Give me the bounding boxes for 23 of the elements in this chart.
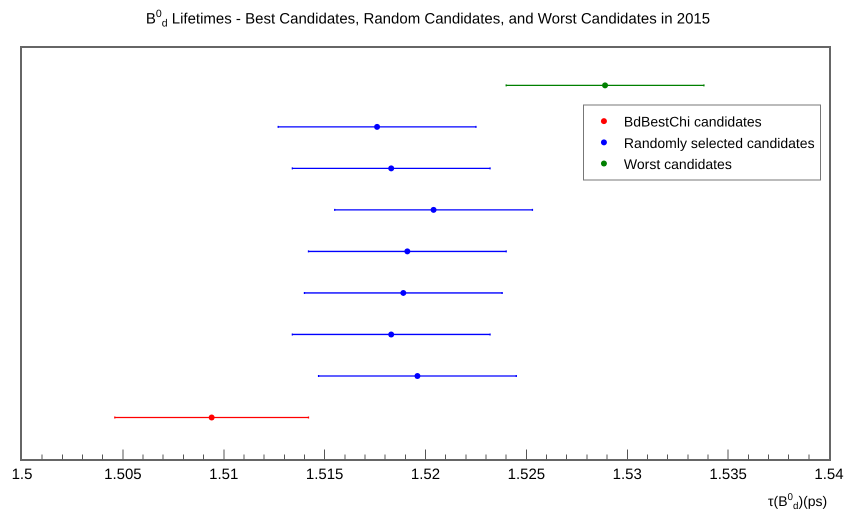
chart-title: B$^{0}$$_{d}$ Lifetimes - Best Candidates, Random Candidates, and Worst Candidates in 2015 — [146, 8, 710, 30]
x-tick-label: 1.52 — [410, 466, 440, 483]
x-tick-label: 1.515 — [306, 466, 344, 483]
x-axis-title: τ(B$^{0}$$_{d}$)(ps) — [768, 492, 828, 512]
point — [388, 331, 394, 338]
point — [388, 165, 394, 172]
x-tick-label: 1.51 — [209, 466, 238, 483]
point — [430, 206, 437, 213]
legend-label: Randomly selected candidates — [624, 134, 815, 151]
point — [208, 414, 215, 420]
point — [400, 290, 406, 296]
legend-label: Worst candidates — [624, 156, 732, 172]
point — [602, 82, 608, 88]
x-tick-label: 1.53 — [612, 466, 642, 483]
point — [374, 124, 380, 130]
point — [414, 372, 420, 379]
legend-label: BdBestChi candidates — [624, 114, 762, 130]
x-tick-label: 1.525 — [508, 466, 546, 483]
point — [404, 248, 410, 254]
x-tick-label: 1.505 — [104, 466, 142, 483]
x-tick-label: 1.54 — [814, 466, 844, 483]
x-tick-label: 1.5 — [12, 466, 32, 483]
x-tick-label: 1.535 — [709, 466, 747, 483]
